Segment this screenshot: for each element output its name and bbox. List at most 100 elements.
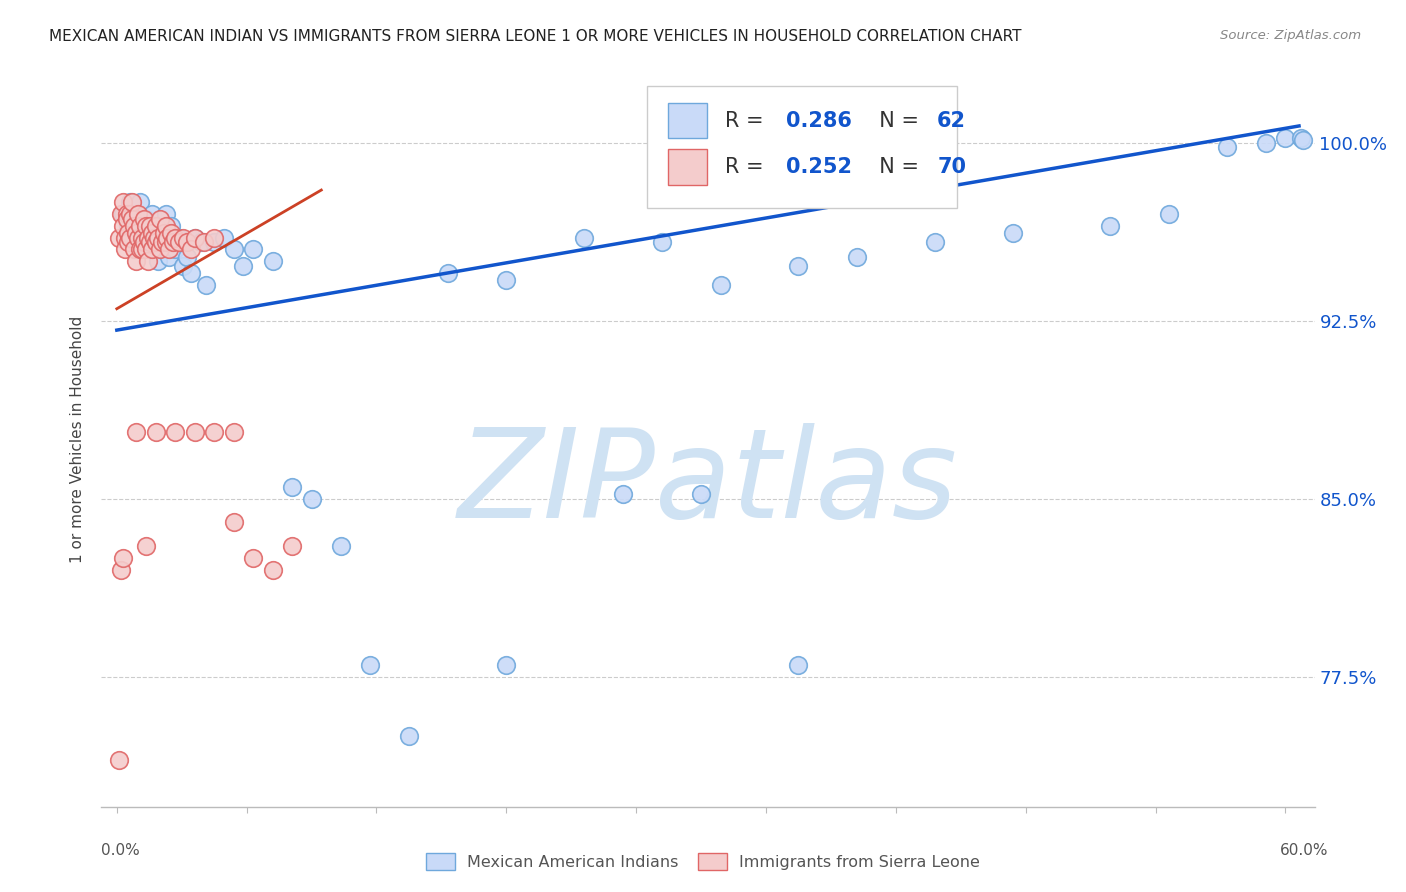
Point <box>222 516 245 530</box>
Text: Source: ZipAtlas.com: Source: ZipAtlas.com <box>1220 29 1361 42</box>
Point <box>131 243 153 257</box>
Point <box>156 230 179 244</box>
Point <box>114 230 136 244</box>
Point <box>145 219 167 233</box>
Point <box>135 211 157 226</box>
Point <box>190 235 212 250</box>
Point <box>117 235 139 250</box>
Point <box>924 235 946 250</box>
Point <box>146 230 169 244</box>
Point <box>145 425 167 440</box>
Point <box>110 563 132 577</box>
Point <box>139 219 162 233</box>
Point <box>1289 131 1312 145</box>
Point <box>149 243 172 257</box>
Point <box>110 207 132 221</box>
Text: ZIPatlas: ZIPatlas <box>458 423 957 544</box>
Text: R =: R = <box>725 111 770 130</box>
Point <box>145 235 167 250</box>
Point <box>176 235 198 250</box>
Text: N =: N = <box>866 111 925 130</box>
Text: 70: 70 <box>938 157 966 177</box>
Point <box>114 243 136 257</box>
Point <box>495 273 517 287</box>
Point <box>111 194 134 209</box>
Point <box>202 235 225 250</box>
Point <box>127 207 149 221</box>
Point <box>125 226 148 240</box>
Point <box>141 226 163 240</box>
Point <box>135 539 157 553</box>
Point <box>232 259 254 273</box>
Point <box>131 230 153 244</box>
Point <box>710 278 733 293</box>
Point <box>150 235 173 250</box>
Point <box>359 657 381 672</box>
Point <box>132 211 155 226</box>
Point <box>1157 207 1180 221</box>
Text: N =: N = <box>866 157 925 177</box>
Text: 0.252: 0.252 <box>786 157 852 177</box>
Point <box>141 207 163 221</box>
Point <box>141 243 163 257</box>
Point <box>139 219 162 233</box>
Point <box>301 491 323 506</box>
Point <box>281 539 304 553</box>
Point <box>160 226 183 240</box>
Point <box>165 425 187 440</box>
Point <box>176 250 198 264</box>
Point <box>145 230 167 244</box>
Point <box>121 211 143 226</box>
Point <box>787 657 810 672</box>
Point <box>242 243 264 257</box>
Point <box>111 207 134 221</box>
Point <box>120 194 142 209</box>
Point <box>129 219 152 233</box>
Point <box>262 254 284 268</box>
Point <box>183 425 205 440</box>
Y-axis label: 1 or more Vehicles in Household: 1 or more Vehicles in Household <box>70 316 86 563</box>
Point <box>157 243 180 257</box>
Point <box>222 243 245 257</box>
Text: R =: R = <box>725 157 770 177</box>
Point <box>120 230 142 244</box>
Point <box>242 551 264 566</box>
Point <box>146 254 169 268</box>
Point <box>129 243 152 257</box>
Point <box>117 226 139 240</box>
Point <box>111 551 134 566</box>
Point <box>212 230 235 244</box>
Point <box>139 235 162 250</box>
Point <box>1254 136 1277 150</box>
Point <box>125 254 148 268</box>
Point <box>845 250 868 264</box>
Point <box>281 480 304 494</box>
Point <box>121 194 143 209</box>
Point <box>156 230 179 244</box>
Point <box>124 230 146 244</box>
Point <box>172 230 194 244</box>
Point <box>142 230 165 244</box>
Point <box>135 219 157 233</box>
Point <box>120 207 142 221</box>
Point <box>157 250 180 264</box>
Point <box>149 211 172 226</box>
Legend: Mexican American Indians, Immigrants from Sierra Leone: Mexican American Indians, Immigrants fro… <box>419 847 987 877</box>
Point <box>127 243 149 257</box>
Point <box>398 729 420 743</box>
Point <box>132 235 155 250</box>
Point <box>115 211 138 226</box>
Point <box>222 425 245 440</box>
Point <box>574 230 596 244</box>
Point <box>107 230 129 244</box>
Point <box>172 259 194 273</box>
Point <box>787 259 810 273</box>
Point <box>142 235 165 250</box>
Text: 0.0%: 0.0% <box>101 843 141 858</box>
Point <box>107 753 129 767</box>
Point <box>183 230 205 244</box>
Point <box>131 219 153 233</box>
Point <box>183 230 205 244</box>
Point <box>115 207 138 221</box>
Point <box>136 254 159 268</box>
